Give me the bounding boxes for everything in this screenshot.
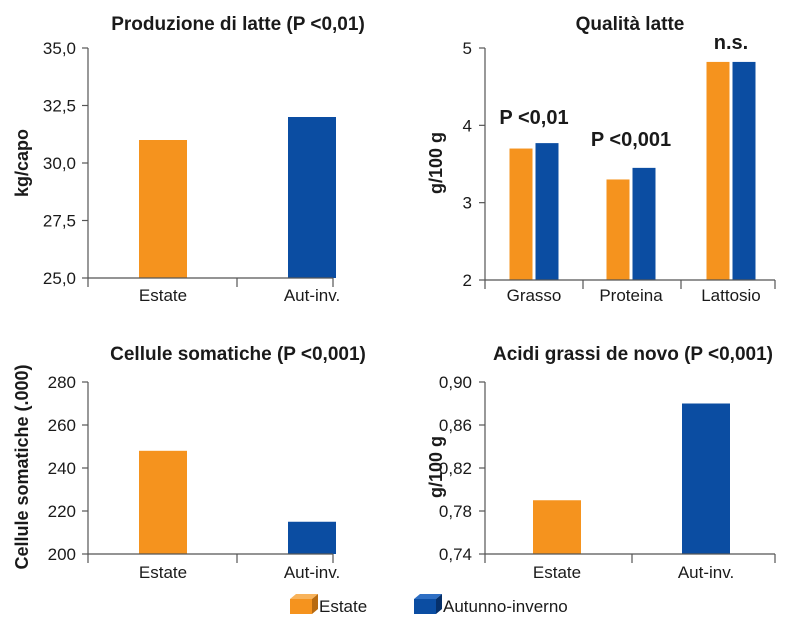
- x-category-label: Estate: [533, 563, 581, 582]
- y-tick-label: 4: [463, 116, 472, 135]
- x-category-label: Lattosio: [701, 286, 761, 305]
- bar-estate-lattosio: [706, 61, 730, 280]
- y-axis-label: g/100 g: [426, 436, 446, 498]
- legend-swatch-estate: [290, 599, 312, 614]
- bar-estate-proteina: [606, 179, 630, 280]
- legend-item-estate: Estate: [290, 594, 367, 616]
- legend-swatch-top: [414, 594, 442, 599]
- x-category-label: Estate: [139, 563, 187, 582]
- bar-autunno-inverno-lattosio: [732, 61, 756, 280]
- x-category-label: Proteina: [599, 286, 663, 305]
- y-tick-label: 3: [463, 194, 472, 213]
- significance-annotation: P <0,001: [591, 129, 671, 151]
- y-tick-label: 240: [48, 459, 76, 478]
- y-tick-label: 27,5: [43, 212, 76, 231]
- bar-aut-inv: [682, 403, 730, 554]
- bar-autunno-inverno-grasso: [535, 143, 559, 280]
- y-tick-label: 32,5: [43, 97, 76, 116]
- x-category-label: Estate: [139, 286, 187, 305]
- significance-annotation: n.s.: [714, 32, 748, 54]
- chart-panel-2: Qualità latte g/100 g 2 3 4 5 Grasso Proteina La…: [426, 14, 776, 305]
- legend-swatch-autunno-inverno: [414, 599, 436, 614]
- bar-autunno-inverno-proteina: [632, 167, 656, 280]
- y-tick-label: 0,82: [439, 459, 472, 478]
- y-tick-label: 200: [48, 545, 76, 564]
- y-tick-label: 280: [48, 373, 76, 392]
- y-tick-label: 220: [48, 502, 76, 521]
- bar-estate: [533, 500, 581, 554]
- y-axis-label: kg/capo: [12, 129, 32, 197]
- chart-title: Produzione di latte (P <0,01): [111, 14, 365, 35]
- legend-label: Estate: [319, 597, 367, 616]
- y-axis-label: g/100 g: [426, 132, 446, 194]
- legend-swatch-top: [290, 594, 318, 599]
- chart-panel-1: Produzione di latte (P <0,01) kg/capo 25,0…: [12, 14, 365, 305]
- y-tick-label: 260: [48, 416, 76, 435]
- bar-aut-inv: [288, 521, 336, 554]
- y-tick-label: 35,0: [43, 39, 76, 58]
- y-tick-label: 0,74: [439, 545, 472, 564]
- legend-swatch-side: [436, 594, 442, 614]
- significance-annotation: P <0,01: [499, 107, 568, 129]
- chart-panel-3: Cellule somatiche (P <0,001) Cellule soma…: [12, 344, 366, 582]
- legend-label: Autunno-inverno: [443, 597, 568, 616]
- y-axis-label: Cellule somatiche (.000): [12, 364, 32, 569]
- chart-title: Qualità latte: [576, 14, 685, 35]
- bar-aut-inv: [288, 117, 336, 278]
- x-category-label: Aut-inv.: [284, 286, 340, 305]
- x-category-label: Aut-inv.: [678, 563, 734, 582]
- y-tick-label: 0,78: [439, 502, 472, 521]
- chart-title: Cellule somatiche (P <0,001): [110, 344, 366, 365]
- chart-panel-4: Acidi grassi de novo (P <0,001)g/100 g0,…: [426, 344, 776, 582]
- y-tick-label: 0,90: [439, 373, 472, 392]
- chart-title: Acidi grassi de novo (P <0,001): [493, 344, 773, 365]
- legend-swatch-side: [312, 594, 318, 614]
- y-tick-label: 25,0: [43, 269, 76, 288]
- bar-estate-grasso: [509, 148, 533, 280]
- y-tick-label: 0,86: [439, 416, 472, 435]
- x-category-label: Aut-inv.: [284, 563, 340, 582]
- y-tick-label: 30,0: [43, 154, 76, 173]
- y-tick-label: 5: [463, 39, 472, 58]
- x-category-label: Grasso: [507, 286, 562, 305]
- bar-estate: [139, 140, 187, 278]
- bar-estate: [139, 450, 187, 554]
- legend-item-autunno-inverno: Autunno-inverno: [414, 594, 568, 616]
- legend: Estate Autunno-inverno: [290, 594, 568, 616]
- y-tick-label: 2: [463, 271, 472, 290]
